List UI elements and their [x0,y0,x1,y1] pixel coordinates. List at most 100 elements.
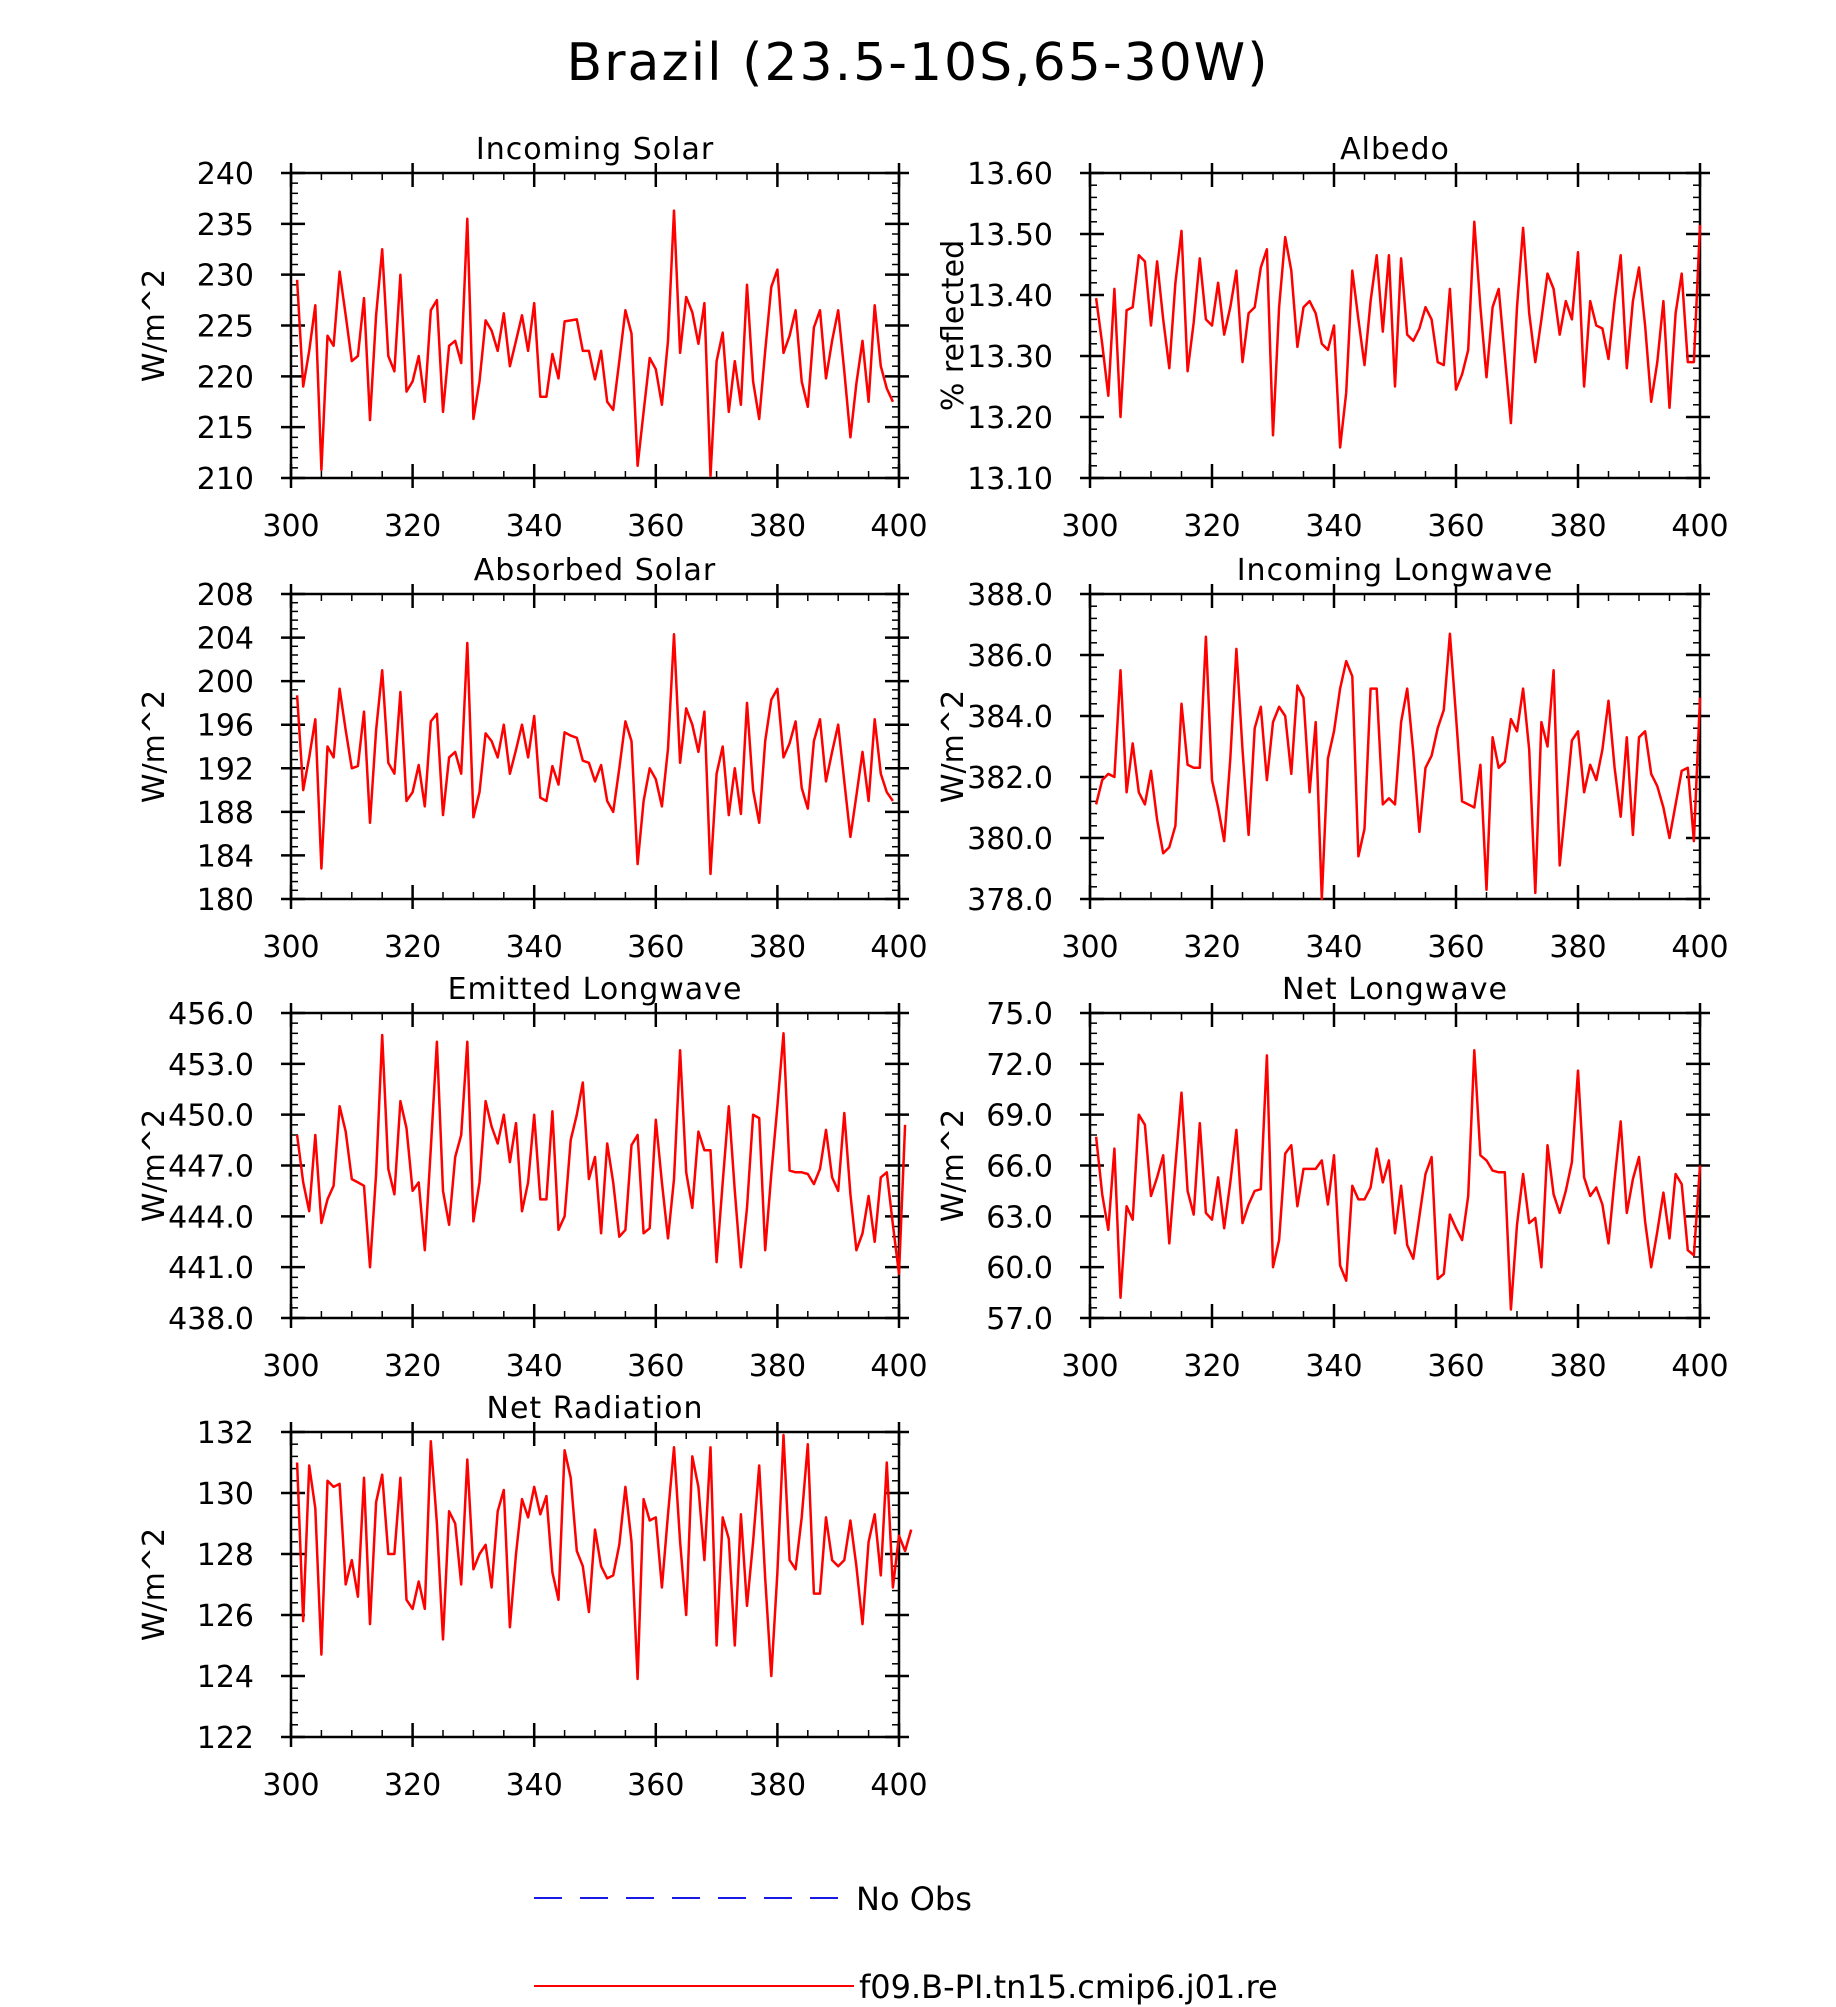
y-axis-label: % reflected [936,240,971,411]
chart-panel-7: 300 320 340 360 380 400 122 124 126 128 130 132 Net … [137,1391,928,1803]
y-tick-label: 128 [197,1538,254,1573]
y-tick-label: 447.0 [168,1150,254,1185]
y-tick-label: 438.0 [168,1302,254,1337]
y-tick-label: 210 [197,462,254,497]
x-tick-label: 320 [384,509,441,544]
x-tick-label: 360 [627,1349,684,1384]
y-tick-label: 13.60 [967,157,1053,192]
x-tick-label: 300 [1061,930,1118,965]
y-tick-label: 382.0 [967,761,1053,796]
series-line [295,1032,907,1276]
x-tick-label: 360 [1427,930,1484,965]
x-tick-label: 340 [506,509,563,544]
legend: No Obs f09.B-PI.tn15.cmip6.j01.re [534,1880,1278,2006]
x-tick-label: 380 [749,509,806,544]
panel-title: Net Longwave [1282,972,1508,1007]
plot-frame [1088,1011,1702,1320]
y-tick-label: 126 [197,1599,254,1634]
x-tick-label: 400 [1671,1349,1728,1384]
panel-title: Incoming Longwave [1237,553,1554,588]
y-tick-label: 208 [197,578,254,613]
y-tick-label: 184 [197,839,254,874]
y-tick-label: 57.0 [986,1302,1053,1337]
x-tick-label: 300 [262,930,319,965]
series-line [1094,220,1702,449]
y-tick-label: 130 [197,1477,254,1512]
x-tick-label: 320 [384,930,441,965]
x-tick-label: 380 [1549,930,1606,965]
chart-panel-4: 300 320 340 360 380 400 378.0 380.0 382.0 384.0 38… [936,553,1729,965]
x-tick-label: 320 [1183,930,1240,965]
y-tick-label: 386.0 [967,639,1053,674]
panel-title: Incoming Solar [476,132,714,167]
y-tick-label: 180 [197,883,254,918]
x-tick-label: 340 [506,1768,563,1803]
y-tick-label: 13.40 [967,279,1053,314]
y-axis-label: W/m^2 [137,269,172,382]
x-tick-label: 360 [627,930,684,965]
x-tick-label: 380 [1549,509,1606,544]
x-tick-label: 320 [384,1349,441,1384]
y-tick-label: 453.0 [168,1048,254,1083]
y-tick-label: 441.0 [168,1251,254,1286]
y-tick-label: 388.0 [967,578,1053,613]
x-tick-label: 360 [1427,1349,1484,1384]
y-tick-label: 444.0 [168,1200,254,1235]
y-tick-label: 69.0 [986,1099,1053,1134]
y-axis-label: W/m^2 [137,1109,172,1222]
plot-frame [289,171,901,480]
x-tick-label: 360 [627,1768,684,1803]
series-line [1094,632,1702,901]
y-tick-label: 450.0 [168,1099,254,1134]
y-tick-label: 188 [197,796,254,831]
chart-panel-2: 300 320 340 360 380 400 13.10 13.20 13.30 13.40 13… [936,132,1729,544]
x-tick-label: 340 [1305,509,1362,544]
y-tick-label: 230 [197,259,254,294]
x-tick-label: 300 [262,509,319,544]
x-tick-label: 300 [262,1768,319,1803]
x-tick-label: 380 [749,1768,806,1803]
panel-title: Absorbed Solar [474,553,716,588]
series-line [295,1433,913,1681]
y-tick-label: 63.0 [986,1200,1053,1235]
y-tick-label: 124 [197,1660,254,1695]
y-tick-label: 60.0 [986,1251,1053,1286]
y-axis-label: W/m^2 [137,1528,172,1641]
y-tick-label: 380.0 [967,822,1053,857]
y-tick-label: 13.30 [967,340,1053,375]
y-tick-label: 384.0 [967,700,1053,735]
series-line [295,209,895,478]
plot-frame [1088,171,1702,480]
x-tick-label: 340 [1305,930,1362,965]
x-tick-label: 300 [1061,509,1118,544]
y-tick-label: 204 [197,622,254,657]
x-tick-label: 340 [506,1349,563,1384]
x-tick-label: 320 [1183,509,1240,544]
panel-grid: 300 320 340 360 380 400 210 215 220 225 230 235 240 I… [137,132,1729,1803]
y-tick-label: 192 [197,752,254,787]
y-tick-label: 122 [197,1721,254,1756]
panel-title: Albedo [1340,132,1450,167]
x-tick-label: 360 [1427,509,1484,544]
x-tick-label: 400 [870,509,927,544]
y-tick-label: 200 [197,665,254,700]
x-tick-label: 360 [627,509,684,544]
y-tick-label: 235 [197,208,254,243]
legend-label-no-obs: No Obs [856,1880,972,1918]
chart-panel-1: 300 320 340 360 380 400 210 215 220 225 230 235 240 I… [137,132,928,544]
y-tick-label: 66.0 [986,1150,1053,1185]
x-tick-label: 400 [1671,509,1728,544]
y-tick-label: 215 [197,411,254,446]
y-tick-label: 132 [197,1416,254,1451]
plot-frame [289,592,901,901]
series-line [1094,1049,1702,1311]
chart-panel-6: 300 320 340 360 380 400 57.0 60.0 63.0 66.0 69.0 72… [936,972,1729,1384]
y-tick-label: 13.20 [967,401,1053,436]
y-tick-label: 196 [197,709,254,744]
chart-panel-5: 300 320 340 360 380 400 438.0 441.0 444.0 447.0 45… [137,972,928,1384]
x-tick-label: 400 [1671,930,1728,965]
x-tick-label: 300 [1061,1349,1118,1384]
y-tick-label: 225 [197,310,254,345]
x-tick-label: 400 [870,930,927,965]
